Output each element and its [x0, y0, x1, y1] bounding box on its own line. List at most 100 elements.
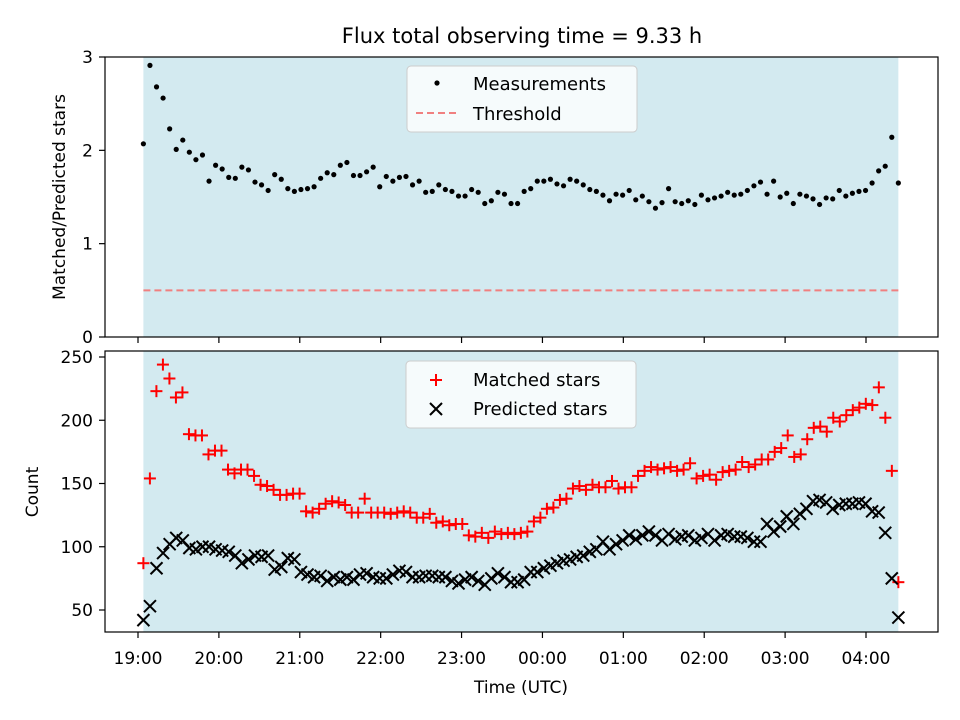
measurement-point [816, 201, 823, 208]
matched-star-point [443, 519, 456, 532]
predicted-star-point [471, 574, 485, 588]
predicted-star-point [727, 529, 741, 544]
matched-star-point [156, 358, 169, 371]
predicted-star-point [484, 571, 499, 586]
measurement-point [725, 189, 731, 195]
matched-star-point [436, 515, 449, 528]
measurement-point [652, 205, 659, 211]
matched-star-point [540, 502, 553, 515]
measurement-point [495, 189, 501, 195]
predicted-star-point [839, 497, 853, 511]
measurement-point [239, 164, 245, 170]
measurement-point [646, 199, 652, 205]
predicted-star-point [195, 540, 210, 554]
bottom-y-tick-label: 100 [61, 538, 93, 558]
measurement-point [843, 193, 849, 199]
measurement-point [252, 179, 258, 185]
measurement-point [790, 200, 796, 207]
measurement-point [882, 163, 888, 169]
predicted-star-point [405, 570, 420, 584]
matched-star-point [684, 457, 697, 470]
matched-star-point [527, 515, 540, 528]
matched-star-point [430, 516, 443, 529]
matched-star-point [391, 506, 404, 519]
matched-star-point [501, 526, 514, 539]
predicted-star-point [136, 613, 151, 627]
predicted-star-point [648, 528, 663, 543]
matched-star-point [599, 481, 612, 494]
predicted-star-point [629, 532, 643, 546]
matched-star-point [788, 450, 801, 463]
measurement-point [764, 191, 770, 197]
measurement-point [278, 176, 284, 182]
predicted-star-point [707, 533, 722, 548]
predicted-star-point [635, 528, 650, 543]
measurement-point [206, 178, 212, 184]
matched-star-point [736, 455, 749, 468]
x-tick-label: 02:00 [680, 649, 729, 669]
matched-star-point [319, 497, 332, 510]
x-tick-label: 22:00 [356, 649, 405, 669]
top-panel: 0 1 2 3 Matched/Predicted stars Measurement… [50, 48, 939, 348]
measurement-point [180, 137, 186, 143]
measurement-point [862, 187, 869, 194]
measurement-point [350, 172, 357, 179]
measurement-point [606, 198, 613, 204]
measurement-point [613, 191, 619, 197]
predicted-star-point [143, 599, 157, 613]
matched-star-point [195, 429, 208, 442]
matched-star-point [729, 463, 742, 476]
predicted-star-point [241, 552, 256, 567]
matched-star-point [560, 492, 573, 505]
measurement-point [258, 182, 265, 188]
matched-star-point [280, 488, 293, 501]
measurement-point [744, 187, 750, 194]
predicted-star-point [287, 552, 302, 567]
measurement-point [521, 188, 527, 194]
top-y-ticks: 0 1 2 3 [82, 48, 105, 348]
matched-star-point [384, 507, 397, 520]
matched-star-point [254, 478, 267, 491]
measurement-point [738, 191, 744, 197]
measurement-point [153, 84, 160, 90]
bottom-y-tick-label: 150 [61, 475, 93, 495]
predicted-star-point [825, 502, 840, 516]
measurement-point [272, 172, 278, 178]
measurement-point [823, 195, 829, 201]
measurement-point [337, 162, 343, 168]
measurement-point [633, 197, 639, 203]
measurement-point [298, 186, 304, 193]
matched-star-point [182, 428, 195, 441]
predicted-star-point [261, 548, 275, 563]
matched-star-point [553, 493, 566, 506]
predicted-star-point [359, 566, 374, 581]
top-plot-frame [104, 56, 939, 338]
matched-star-point [358, 492, 371, 505]
x-tick-label: 23:00 [437, 649, 486, 669]
predicted-star-point [320, 574, 334, 588]
matched-star-point [872, 381, 885, 394]
predicted-star-point [747, 534, 761, 549]
predicted-star-point [878, 526, 892, 540]
matched-star-point [703, 468, 716, 481]
measurement-point [383, 173, 389, 180]
measurement-point [370, 164, 376, 170]
matched-star-point [163, 372, 176, 385]
measurement-point [429, 188, 435, 194]
measurement-point [705, 197, 711, 203]
matched-star-point [339, 499, 352, 512]
measurement-point [731, 192, 737, 198]
predicted-star-point [786, 517, 801, 531]
measurement-point [488, 198, 494, 204]
matched-star-point [807, 421, 820, 434]
measurement-point [698, 192, 705, 198]
measurement-point [797, 191, 803, 197]
measurement-point [777, 194, 783, 200]
measurement-point [226, 174, 232, 180]
measurement-point [889, 134, 895, 140]
measurement-point [416, 178, 422, 184]
measurement-point [219, 166, 225, 172]
measurement-point [232, 175, 238, 181]
matched-star-point [514, 526, 527, 539]
measurement-point [567, 176, 573, 182]
